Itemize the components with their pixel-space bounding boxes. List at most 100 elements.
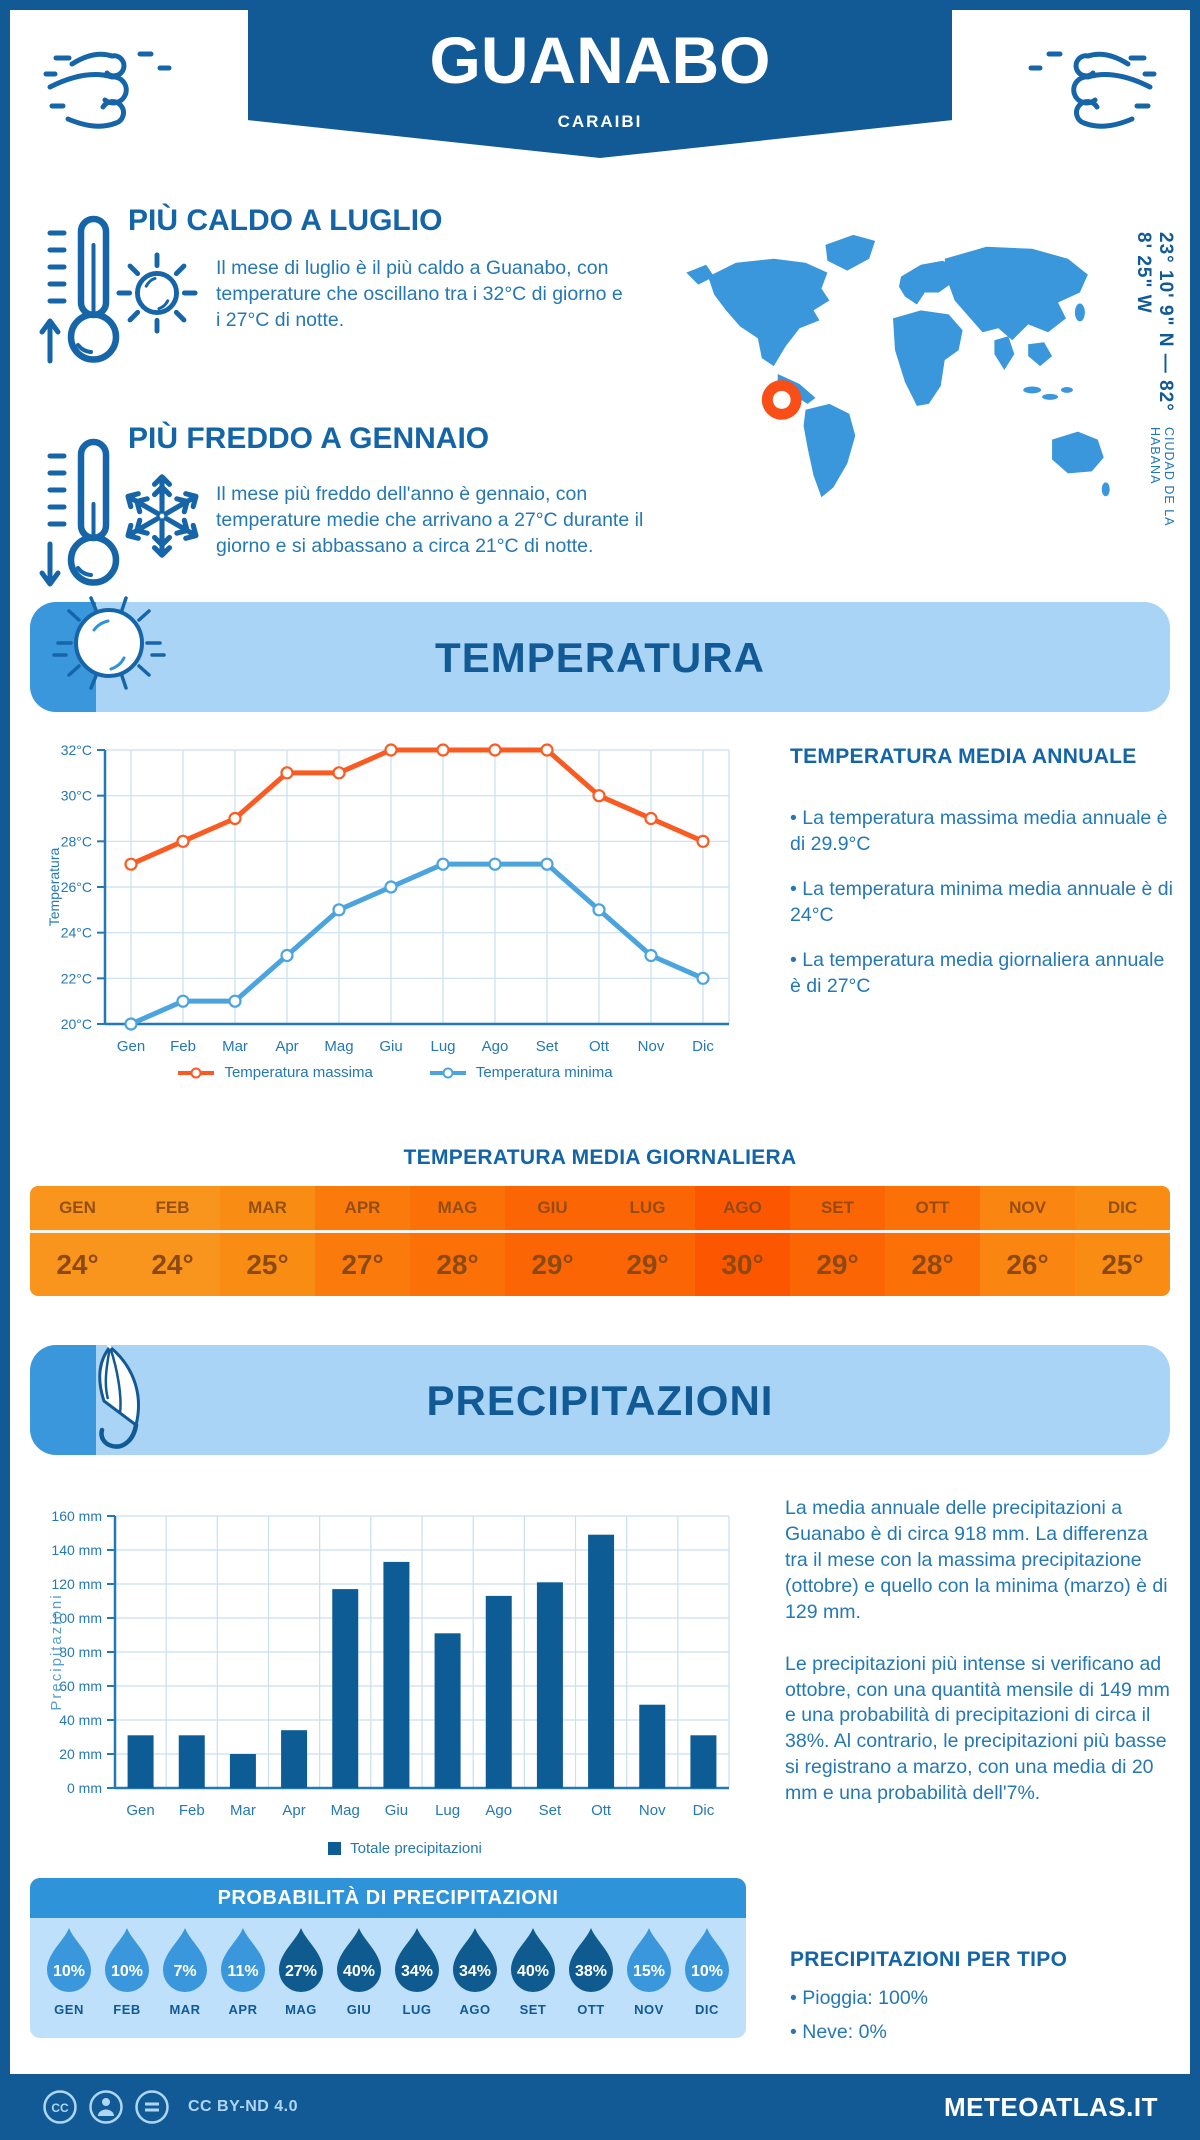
precipitation-bar-chart: 0 mm 20 mm 40 mm 60 mm 80 mm 100 mm 120 mm 140 … <box>48 1508 730 1819</box>
precipitation-text: La media annuale delle precipitazioni a … <box>785 1496 1175 1833</box>
probability-droplet: 40% GIU <box>332 1926 386 2017</box>
svg-text:Lug: Lug <box>435 1802 460 1819</box>
month-temp-column: MAR 25° <box>220 1186 315 1296</box>
brand-label: METEOATLAS.IT <box>943 2091 1158 2122</box>
svg-text:Ott: Ott <box>591 1802 612 1819</box>
precipitation-paragraph: Le precipitazioni più intense si verific… <box>785 1652 1170 1805</box>
droplet-icon: 34% <box>395 1928 439 1992</box>
temperature-chart-legend: Temperatura massima Temperatura minima <box>45 1064 745 1081</box>
annual-temp-title: TEMPERATURA MEDIA ANNUALE <box>790 745 1137 768</box>
svg-text:Feb: Feb <box>170 1038 196 1055</box>
droplet-icon: 34% <box>453 1928 497 1992</box>
svg-text:Mar: Mar <box>230 1802 256 1819</box>
droplet-icon: 15% <box>627 1928 671 1992</box>
svg-text:Mar: Mar <box>222 1038 248 1055</box>
month-temp-value: 29° <box>816 1248 859 1280</box>
svg-text:Nov: Nov <box>639 1802 666 1819</box>
svg-text:Ago: Ago <box>482 1038 509 1055</box>
svg-text:10%: 10% <box>53 1963 85 1980</box>
month-temp-value: 30° <box>721 1248 764 1280</box>
probability-droplet: 34% AGO <box>448 1926 502 2017</box>
title-banner: GUANABO CARAIBI <box>248 0 952 158</box>
month-temp-value: 25° <box>246 1248 289 1280</box>
droplet-icon: 10% <box>47 1928 91 1992</box>
droplet-month-label: AGO <box>459 2002 491 2017</box>
svg-text:140 mm: 140 mm <box>51 1542 102 1558</box>
month-temp-column: APR 27° <box>315 1186 410 1296</box>
droplet-icon: 27% <box>279 1928 323 1992</box>
svg-text:34%: 34% <box>401 1963 433 1980</box>
temperature-banner: TEMPERATURA <box>30 596 1170 712</box>
svg-text:CC: CC <box>51 2101 69 2115</box>
svg-text:Nov: Nov <box>638 1038 665 1055</box>
svg-text:15%: 15% <box>633 1963 665 1980</box>
probability-title: PROBABILITÀ DI PRECIPITAZIONI <box>30 1878 746 1918</box>
probability-droplet: 10% FEB <box>100 1926 154 2017</box>
month-temp-value: 25° <box>1101 1248 1144 1280</box>
month-label: SET <box>790 1186 885 1233</box>
month-label: FEB <box>125 1186 220 1233</box>
month-label: LUG <box>600 1186 695 1233</box>
svg-text:11%: 11% <box>227 1963 258 1980</box>
svg-text:40 mm: 40 mm <box>59 1712 102 1728</box>
svg-text:34%: 34% <box>459 1963 491 1980</box>
precip-type-bullet: • Neve: 0% <box>790 2020 887 2043</box>
droplet-month-label: MAG <box>285 2002 317 2017</box>
geo-coordinates: 23° 10' 9" N — 82° 8' 25" W CIUDAD DE LA… <box>1132 232 1176 542</box>
page-subtitle: CARAIBI <box>557 112 643 131</box>
month-temp-value: 29° <box>531 1248 574 1280</box>
svg-text:10%: 10% <box>691 1963 723 1980</box>
temperature-line-chart: 20°C 22°C 24°C 26°C 28°C 30°C 32°C Gen Feb Mar Apr… <box>46 742 730 1055</box>
svg-text:27%: 27% <box>285 1963 317 1980</box>
month-temp-column: LUG 29° <box>600 1186 695 1296</box>
coordinates-text: 23° 10' 9" N — 82° 8' 25" W <box>1133 232 1176 412</box>
cold-title: PIÙ FREDDO A GENNAIO <box>128 422 490 455</box>
legend-item: Temperatura massima <box>177 1064 373 1081</box>
probability-droplet: 40% SET <box>506 1926 560 2017</box>
svg-text:Set: Set <box>539 1802 562 1819</box>
region-text: CIUDAD DE LA HABANA <box>1148 427 1176 527</box>
umbrella-icon <box>98 1339 140 1449</box>
svg-text:32°C: 32°C <box>61 742 92 758</box>
hot-text: Il mese di luglio è il più caldo a Guana… <box>216 257 623 331</box>
month-temp-value: 29° <box>626 1248 669 1280</box>
droplet-icon: 40% <box>511 1928 555 1992</box>
precipitation-chart-legend: Totale precipitazioni <box>45 1840 765 1857</box>
droplet-month-label: NOV <box>634 2002 664 2017</box>
world-map <box>686 234 1110 498</box>
annual-bullet: • La temperatura massima media annuale è… <box>790 807 1168 855</box>
droplet-month-label: APR <box>228 2002 258 2017</box>
droplet-month-label: SET <box>519 2002 547 2017</box>
svg-text:Ago: Ago <box>485 1802 512 1819</box>
month-temp-column: NOV 26° <box>980 1186 1075 1296</box>
month-label: AGO <box>695 1186 790 1233</box>
droplet-month-label: DIC <box>695 2002 719 2017</box>
precipitation-section-title: PRECIPITAZIONI <box>426 1377 774 1424</box>
droplet-icon: 11% <box>221 1928 265 1992</box>
legend-marker-icon <box>429 1067 466 1078</box>
probability-droplet: 34% LUG <box>390 1926 444 2017</box>
svg-text:0 mm: 0 mm <box>67 1780 102 1796</box>
droplet-icon: 7% <box>163 1928 207 1992</box>
svg-text:Dic: Dic <box>692 1038 714 1055</box>
footer: CC CC BY-ND 4.0 METEOATLAS.IT <box>0 2074 1200 2140</box>
month-temp-column: FEB 24° <box>125 1186 220 1296</box>
svg-text:Mag: Mag <box>324 1038 353 1055</box>
svg-text:Apr: Apr <box>275 1038 298 1055</box>
precip-type-title: PRECIPITAZIONI PER TIPO <box>790 1948 1068 1971</box>
precip-type-bullets: • Pioggia: 100% • Neve: 0% <box>790 1986 1180 2046</box>
svg-text:38%: 38% <box>575 1963 607 1980</box>
probability-droplet: 7% MAR <box>158 1926 212 2017</box>
svg-text:40%: 40% <box>343 1963 375 1980</box>
droplet-icon: 38% <box>569 1928 613 1992</box>
sun-banner-icon <box>52 596 166 690</box>
thermometer-down-icon <box>39 438 120 587</box>
droplet-icon: 10% <box>685 1928 729 1992</box>
svg-text:Set: Set <box>536 1038 559 1055</box>
month-label: MAG <box>410 1186 505 1233</box>
svg-text:7%: 7% <box>173 1963 196 1980</box>
thermometer-up-icon <box>39 215 120 364</box>
month-temp-value: 24° <box>151 1248 194 1280</box>
droplet-month-label: GIU <box>346 2002 372 2017</box>
